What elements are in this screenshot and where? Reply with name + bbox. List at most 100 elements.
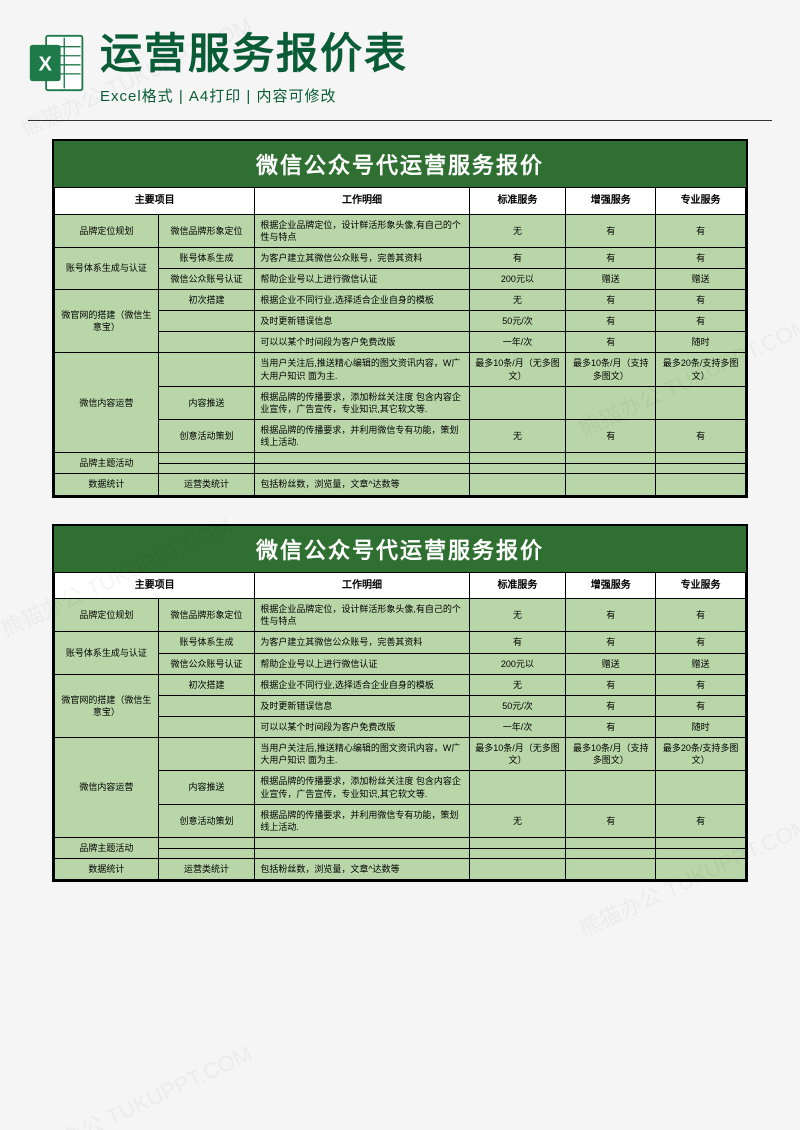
value-cell: 有 bbox=[566, 599, 656, 632]
header: X 运营服务报价表 Excel格式 | A4打印 | 内容可修改 bbox=[0, 0, 800, 114]
value-cell: 最多10条/月（支持多图文） bbox=[566, 738, 656, 771]
value-cell bbox=[469, 859, 566, 880]
desc-cell: 当用户关注后,推送精心编辑的图文资讯内容，W广大用户知识 面为主. bbox=[255, 738, 469, 771]
category-cell: 账号体系生成与认证 bbox=[55, 247, 159, 289]
quote-table: 主要项目工作明细标准服务增强服务专业服务品牌定位规划微信品牌形象定位根据企业品牌… bbox=[54, 187, 746, 496]
table-row: 创意活动策划根据品牌的传播要求，并利用微信专有功能，策划线上活动.无有有 bbox=[55, 420, 746, 453]
table-row: 品牌定位规划微信品牌形象定位根据企业品牌定位，设计鲜活形象头像,有自己的个性与特… bbox=[55, 214, 746, 247]
col-header: 专业服务 bbox=[656, 572, 746, 599]
value-cell: 有 bbox=[566, 632, 656, 653]
category-cell: 品牌定位规划 bbox=[55, 214, 159, 247]
value-cell: 最多10条/月（无多图文） bbox=[469, 738, 566, 771]
value-cell bbox=[469, 386, 566, 419]
col-header: 主要项目 bbox=[55, 572, 255, 599]
desc-cell: 帮助企业号以上进行微信认证 bbox=[255, 653, 469, 674]
value-cell bbox=[656, 848, 746, 859]
value-cell bbox=[469, 848, 566, 859]
desc-cell: 根据品牌的传播要求，并利用微信专有功能，策划线上活动. bbox=[255, 420, 469, 453]
table-row: 微信公众账号认证帮助企业号以上进行微信认证200元以赠送赠送 bbox=[55, 268, 746, 289]
table-row: 微信内容运营当用户关注后,推送精心编辑的图文资讯内容，W广大用户知识 面为主.最… bbox=[55, 738, 746, 771]
value-cell: 200元以 bbox=[469, 268, 566, 289]
value-cell: 有 bbox=[566, 804, 656, 837]
desc-cell: 包括粉丝数，浏览量，文章^达数等 bbox=[255, 474, 469, 495]
table-row: 品牌主题活动 bbox=[55, 837, 746, 848]
col-header: 专业服务 bbox=[656, 188, 746, 215]
table-row bbox=[55, 848, 746, 859]
value-cell: 最多20条/支持多图文） bbox=[656, 353, 746, 386]
value-cell bbox=[469, 474, 566, 495]
desc-cell: 根据企业品牌定位，设计鲜活形象头像,有自己的个性与特点 bbox=[255, 214, 469, 247]
value-cell bbox=[469, 453, 566, 464]
sub-cell: 内容推送 bbox=[158, 771, 255, 804]
desc-cell: 根据企业品牌定位，设计鲜活形象头像,有自己的个性与特点 bbox=[255, 599, 469, 632]
col-header: 标准服务 bbox=[469, 572, 566, 599]
value-cell bbox=[566, 771, 656, 804]
desc-cell: 包括粉丝数，浏览量，文章^达数等 bbox=[255, 859, 469, 880]
sub-cell: 微信品牌形象定位 bbox=[158, 599, 255, 632]
value-cell bbox=[566, 453, 656, 464]
value-cell: 最多10条/月（支持多图文） bbox=[566, 353, 656, 386]
desc-cell: 及时更新错误信息 bbox=[255, 311, 469, 332]
sub-cell: 创意活动策划 bbox=[158, 420, 255, 453]
desc-cell: 当用户关注后,推送精心编辑的图文资讯内容，W广大用户知识 面为主. bbox=[255, 353, 469, 386]
sub-cell bbox=[158, 716, 255, 737]
value-cell: 有 bbox=[566, 290, 656, 311]
sub-cell bbox=[158, 453, 255, 464]
value-cell: 无 bbox=[469, 214, 566, 247]
value-cell: 无 bbox=[469, 420, 566, 453]
value-cell: 随时 bbox=[656, 332, 746, 353]
table-row: 微官网的搭建（微信生意宝）初次搭建根据企业不同行业,选择适合企业自身的模板无有有 bbox=[55, 674, 746, 695]
table-row: 微信公众账号认证帮助企业号以上进行微信认证200元以赠送赠送 bbox=[55, 653, 746, 674]
sub-cell: 运营类统计 bbox=[158, 859, 255, 880]
value-cell: 有 bbox=[566, 247, 656, 268]
value-cell: 随时 bbox=[656, 716, 746, 737]
desc-cell: 为客户建立其微信公众账号，完善其资料 bbox=[255, 247, 469, 268]
value-cell: 有 bbox=[566, 695, 656, 716]
sub-cell: 微信公众账号认证 bbox=[158, 653, 255, 674]
desc-cell: 根据企业不同行业,选择适合企业自身的模板 bbox=[255, 674, 469, 695]
table-row: 数据统计运营类统计包括粉丝数，浏览量，文章^达数等 bbox=[55, 474, 746, 495]
sub-cell: 初次搭建 bbox=[158, 674, 255, 695]
value-cell: 有 bbox=[566, 420, 656, 453]
sub-cell: 初次搭建 bbox=[158, 290, 255, 311]
sub-cell: 微信品牌形象定位 bbox=[158, 214, 255, 247]
value-cell: 有 bbox=[656, 214, 746, 247]
category-cell: 微官网的搭建（微信生意宝） bbox=[55, 674, 159, 737]
sub-cell: 微信公众账号认证 bbox=[158, 268, 255, 289]
page-subtitle: Excel格式 | A4打印 | 内容可修改 bbox=[100, 85, 772, 106]
value-cell: 有 bbox=[469, 247, 566, 268]
category-cell: 数据统计 bbox=[55, 859, 159, 880]
category-cell: 微官网的搭建（微信生意宝） bbox=[55, 290, 159, 353]
value-cell bbox=[656, 771, 746, 804]
value-cell: 50元/次 bbox=[469, 695, 566, 716]
sub-cell: 账号体系生成 bbox=[158, 632, 255, 653]
value-cell: 有 bbox=[566, 332, 656, 353]
desc-cell: 可以以某个时间段为客户免费改版 bbox=[255, 716, 469, 737]
page-container: 熊猫办公 TUKUPPT.COM 熊猫办公 TUKUPPT.COM 熊猫办公 T… bbox=[0, 0, 800, 1130]
value-cell: 一年/次 bbox=[469, 332, 566, 353]
quote-table: 主要项目工作明细标准服务增强服务专业服务品牌定位规划微信品牌形象定位根据企业品牌… bbox=[54, 572, 746, 881]
value-cell bbox=[566, 474, 656, 495]
col-header: 工作明细 bbox=[255, 188, 469, 215]
value-cell: 无 bbox=[469, 804, 566, 837]
desc-cell: 根据企业不同行业,选择适合企业自身的模板 bbox=[255, 290, 469, 311]
desc-cell: 根据品牌的传播要求，添加粉丝关注度 包含内容企业宣传，广告宣传，专业知识,其它软… bbox=[255, 386, 469, 419]
svg-text:X: X bbox=[39, 53, 53, 75]
value-cell bbox=[656, 474, 746, 495]
sub-cell bbox=[158, 332, 255, 353]
value-cell bbox=[566, 848, 656, 859]
table-row: 数据统计运营类统计包括粉丝数，浏览量，文章^达数等 bbox=[55, 859, 746, 880]
value-cell bbox=[566, 859, 656, 880]
value-cell: 有 bbox=[656, 599, 746, 632]
desc-cell bbox=[255, 837, 469, 848]
value-cell: 赠送 bbox=[656, 653, 746, 674]
value-cell: 有 bbox=[656, 290, 746, 311]
value-cell: 有 bbox=[656, 311, 746, 332]
sub-cell bbox=[158, 738, 255, 771]
value-cell: 有 bbox=[566, 716, 656, 737]
page-title: 运营服务报价表 bbox=[100, 20, 772, 81]
sub-cell bbox=[158, 695, 255, 716]
table-row: 账号体系生成与认证账号体系生成为客户建立其微信公众账号，完善其资料有有有 bbox=[55, 247, 746, 268]
table-row: 微官网的搭建（微信生意宝）初次搭建根据企业不同行业,选择适合企业自身的模板无有有 bbox=[55, 290, 746, 311]
desc-cell: 可以以某个时间段为客户免费改版 bbox=[255, 332, 469, 353]
